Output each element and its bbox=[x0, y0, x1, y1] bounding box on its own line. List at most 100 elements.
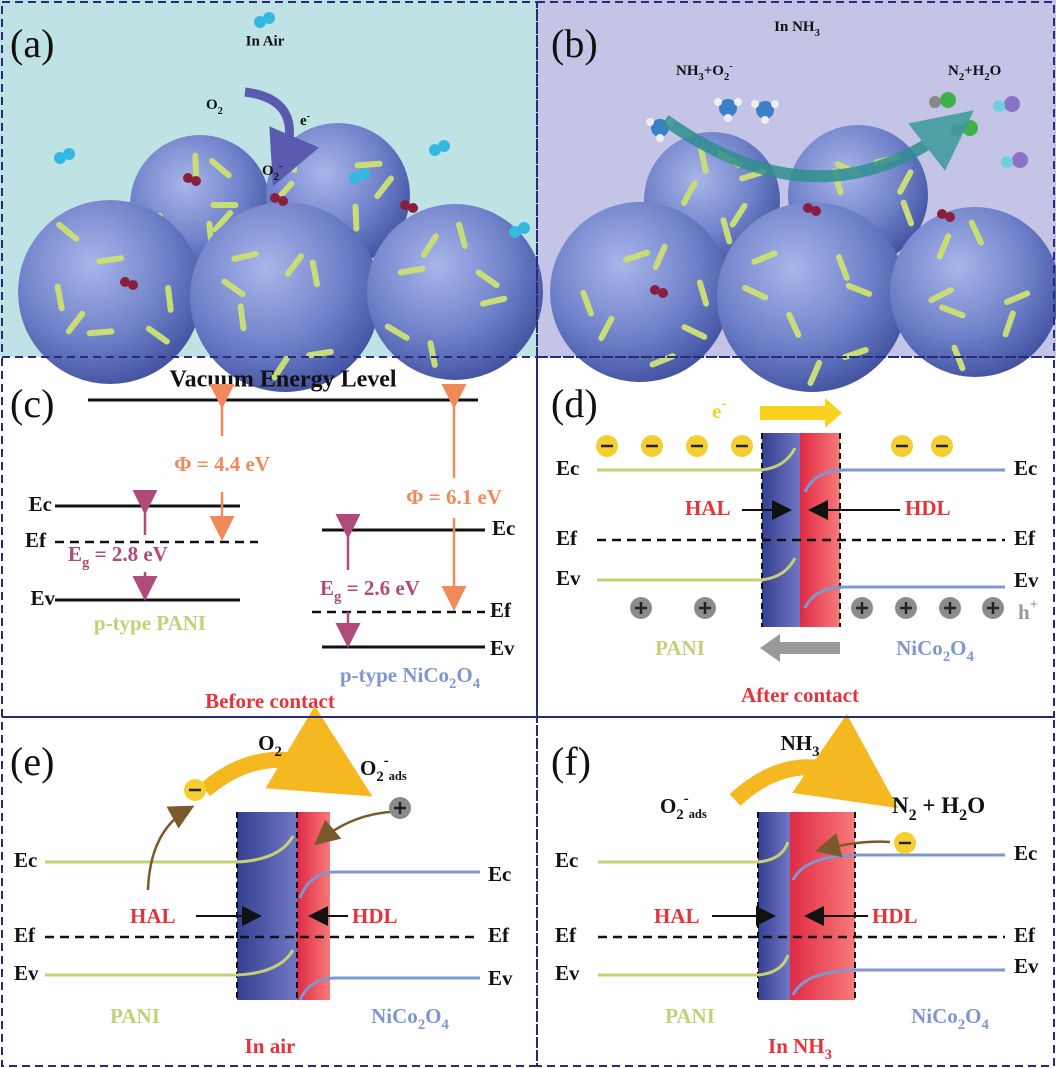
level-label: Ev bbox=[14, 961, 39, 985]
text: NiCo bbox=[371, 1004, 418, 1028]
oxygen-atom bbox=[650, 285, 660, 295]
vacuum-level-label: Vacuum Energy Level bbox=[169, 367, 396, 393]
text: NiCo bbox=[911, 1004, 958, 1028]
text: 2 bbox=[959, 72, 964, 83]
text: 3 bbox=[815, 28, 820, 39]
caption: After contact bbox=[741, 683, 859, 707]
nanorod bbox=[306, 348, 334, 359]
nanorod bbox=[835, 254, 850, 281]
nanorod bbox=[729, 202, 748, 228]
nanorod bbox=[696, 279, 710, 307]
nanorod bbox=[897, 169, 914, 195]
nanorod bbox=[427, 340, 438, 368]
level-label: Ev bbox=[490, 636, 515, 660]
h-atom bbox=[724, 114, 732, 122]
panel-label: (d) bbox=[551, 381, 598, 426]
oxygen-atom bbox=[945, 212, 955, 222]
product-molecule bbox=[1012, 152, 1028, 168]
nanorod bbox=[192, 152, 200, 181]
band-line bbox=[791, 853, 1005, 881]
particle bbox=[890, 207, 1056, 377]
product-molecule bbox=[940, 92, 956, 108]
layer-label: HDL bbox=[905, 496, 951, 520]
text: O bbox=[258, 731, 274, 755]
nanorod bbox=[271, 355, 290, 381]
text: 2 bbox=[676, 807, 683, 823]
level-label: Ef bbox=[555, 923, 577, 947]
text: O bbox=[950, 636, 966, 660]
plus-sign bbox=[987, 602, 999, 614]
panel-title: In Air bbox=[246, 33, 285, 49]
text: 3 bbox=[699, 72, 704, 83]
oxygen-atom bbox=[120, 277, 130, 287]
formula: O2-ads bbox=[660, 791, 707, 823]
nanorod bbox=[742, 285, 769, 301]
oxygen-atom bbox=[270, 193, 280, 203]
nanorod bbox=[231, 250, 259, 262]
molecule bbox=[263, 12, 275, 24]
text: 2 bbox=[376, 769, 383, 785]
plus-sign bbox=[635, 602, 647, 614]
nanorod bbox=[309, 259, 320, 288]
panel-frame bbox=[536, 356, 1055, 718]
panel-label: (a) bbox=[10, 21, 54, 66]
h-atom bbox=[734, 98, 742, 106]
nanorod bbox=[845, 282, 873, 297]
band-line bbox=[597, 447, 797, 472]
nanorod bbox=[65, 310, 86, 335]
molecule bbox=[63, 148, 75, 160]
text: 2 bbox=[418, 1017, 425, 1033]
formula: O2- bbox=[262, 161, 283, 183]
product-molecule bbox=[1004, 96, 1020, 112]
plus-sign bbox=[900, 602, 912, 614]
panel-frame bbox=[536, 716, 1055, 1067]
level-label: Ev bbox=[556, 566, 581, 590]
text: 4 bbox=[473, 676, 481, 692]
text: 2 bbox=[218, 106, 223, 117]
level-label: Ev bbox=[30, 586, 55, 610]
text: ads bbox=[389, 769, 407, 783]
material-name: NiCo2O4 bbox=[896, 636, 974, 666]
h-atom bbox=[751, 100, 759, 108]
reaction-arrow bbox=[661, 110, 974, 183]
level-label: Ev bbox=[488, 966, 513, 990]
formula: NH3+O2- bbox=[676, 61, 733, 83]
nanorod bbox=[1003, 290, 1031, 305]
text: 4 bbox=[982, 1017, 990, 1033]
nanorod bbox=[680, 180, 698, 206]
nanorod bbox=[479, 295, 508, 307]
nanorod bbox=[384, 323, 410, 341]
nanorod bbox=[475, 269, 500, 289]
plus-sign bbox=[394, 802, 406, 814]
panel-title: In NH3 bbox=[774, 19, 820, 38]
formula: NH3 bbox=[781, 731, 820, 761]
h-atom bbox=[714, 98, 722, 106]
text: e bbox=[300, 113, 307, 129]
nanorod bbox=[652, 243, 668, 270]
charges bbox=[184, 435, 1004, 854]
text: In NH bbox=[774, 19, 815, 35]
transfer-arrow bbox=[815, 833, 891, 858]
level-label: Ef bbox=[488, 923, 510, 947]
nanorod bbox=[623, 249, 651, 263]
layer-label: HAL bbox=[685, 496, 731, 520]
nanorod bbox=[54, 283, 65, 312]
oxygen-atom bbox=[128, 280, 138, 290]
oxygen-atom bbox=[183, 173, 193, 183]
band-line bbox=[45, 835, 295, 864]
layer-label: HDL bbox=[352, 904, 398, 928]
product-molecule bbox=[962, 120, 978, 136]
oxygen-atom bbox=[278, 196, 288, 206]
level-label: Ef bbox=[25, 528, 47, 552]
particle bbox=[18, 200, 202, 384]
text: 4 bbox=[967, 649, 975, 665]
text: NH bbox=[781, 731, 813, 755]
text: h bbox=[1018, 600, 1030, 624]
plus-sign bbox=[856, 602, 868, 614]
text: 2 bbox=[724, 72, 729, 83]
nanorod bbox=[352, 203, 360, 232]
caption: In NH3 bbox=[768, 1034, 832, 1064]
text: + H bbox=[917, 793, 960, 818]
hole-label: h+ bbox=[1018, 597, 1038, 623]
